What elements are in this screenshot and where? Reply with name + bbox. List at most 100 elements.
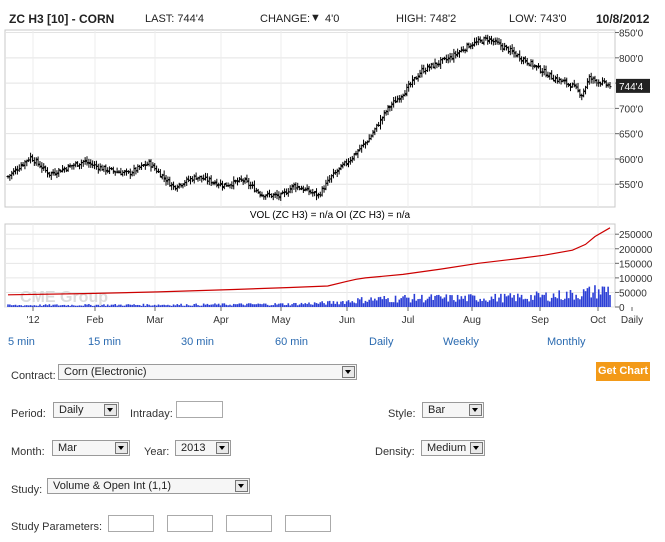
get-chart-button[interactable]: Get Chart (596, 362, 650, 381)
volume-bar (78, 305, 81, 307)
period-select[interactable]: Daily (53, 402, 119, 418)
volume-bar (466, 301, 468, 307)
chevron-down-icon (104, 404, 117, 416)
volume-bar (483, 298, 485, 307)
chevron-down-icon (469, 404, 482, 416)
volume-bar (564, 298, 566, 307)
study-param-4-input[interactable] (285, 515, 331, 532)
volume-bar (199, 305, 201, 307)
cme-group-watermark: CME Group (20, 289, 108, 306)
last-price: LAST: 744'4 (145, 13, 204, 25)
volume-bar (148, 304, 150, 307)
study-tick-label: 100000 (619, 274, 653, 285)
volume-bar (327, 301, 329, 307)
volume-bar (41, 305, 43, 307)
volume-bar (533, 295, 536, 307)
volume-bar (182, 305, 184, 307)
volume-bar (306, 303, 308, 307)
volume-bar (152, 305, 154, 307)
interval-60min-link[interactable]: 60 min (275, 336, 309, 348)
study-tick-label: 50000 (619, 288, 647, 299)
volume-bar (56, 304, 58, 307)
volume-bar (146, 304, 149, 307)
volume-bar (413, 293, 416, 307)
volume-bar (603, 286, 606, 307)
contract-select[interactable]: Corn (Electronic) (58, 364, 357, 380)
volume-bar (310, 304, 312, 307)
volume-bar (577, 298, 579, 307)
volume-bar (24, 305, 26, 307)
volume-bar (54, 304, 56, 307)
volume-bar (249, 303, 252, 307)
volume-bar (449, 295, 451, 307)
volume-bar (274, 303, 276, 307)
month-select[interactable]: Mar (52, 440, 130, 456)
interval-weekly-link[interactable]: Weekly (443, 336, 479, 348)
volume-bar (118, 304, 120, 307)
interval-5min-link[interactable]: 5 min (8, 336, 35, 348)
volume-bar (29, 305, 32, 307)
volume-bar (362, 303, 365, 307)
volume-bar (588, 286, 591, 307)
volume-bar (255, 304, 258, 307)
volume-bar (394, 295, 397, 307)
volume-bar (221, 303, 224, 307)
price-tick-label: 550'0 (619, 180, 644, 191)
volume-bar (231, 305, 233, 307)
study-param-1-input[interactable] (108, 515, 154, 532)
year-select[interactable]: 2013 (175, 440, 231, 456)
chevron-down-icon (342, 366, 355, 378)
volume-bar (421, 294, 423, 307)
volume-bar (411, 299, 414, 307)
volume-bar (69, 305, 71, 307)
interval-monthly-link[interactable]: Monthly (547, 336, 586, 348)
volume-bar (485, 300, 487, 307)
study-param-3-input[interactable] (226, 515, 272, 532)
volume-bar (383, 295, 386, 307)
study-label: Study: (11, 484, 43, 496)
volume-bar (342, 301, 344, 307)
chevron-down-icon (235, 480, 248, 492)
volume-bar (89, 304, 92, 307)
volume-bar (490, 296, 493, 307)
volume-bar (9, 304, 11, 307)
style-select-value: Bar (428, 404, 446, 416)
volume-bar (157, 304, 160, 307)
volume-bar (313, 302, 316, 307)
study-parameters-label: Study Parameters: (11, 521, 103, 533)
interval-15min-link[interactable]: 15 min (88, 336, 122, 348)
volume-bar (133, 304, 135, 307)
interval-30min-link[interactable]: 30 min (181, 336, 215, 348)
volume-bar (549, 301, 551, 307)
contract-label: Contract: (11, 370, 56, 382)
volume-bar (293, 302, 295, 307)
volume-bar (458, 299, 461, 307)
volume-bar (88, 304, 90, 307)
volume-bar (520, 294, 523, 307)
volume-bar (509, 293, 512, 307)
volume-bar (507, 295, 510, 307)
volume-bar (116, 305, 118, 307)
volume-bar (530, 294, 532, 307)
style-select[interactable]: Bar (422, 402, 484, 418)
volume-bar (528, 301, 530, 307)
intraday-input[interactable] (176, 401, 223, 418)
volume-bar (368, 299, 370, 307)
volume-bar (144, 305, 147, 307)
period-label: Period: (11, 408, 46, 420)
study-param-2-input[interactable] (167, 515, 213, 532)
volume-bar (377, 297, 380, 307)
volume-bar (537, 293, 540, 307)
year-select-value: 2013 (181, 442, 206, 454)
x-tick-label: Feb (86, 315, 104, 326)
volume-bar (48, 304, 51, 307)
interval-daily-link[interactable]: Daily (369, 336, 394, 348)
x-tick-label: Aug (463, 315, 481, 326)
volume-bar (263, 303, 265, 307)
volume-bar (74, 305, 77, 307)
study-select[interactable]: Volume & Open Int (1,1) (47, 478, 250, 494)
volume-bar (311, 304, 314, 307)
volume-bar (338, 304, 340, 307)
volume-bar (246, 303, 248, 307)
density-select[interactable]: Medium (421, 440, 485, 456)
